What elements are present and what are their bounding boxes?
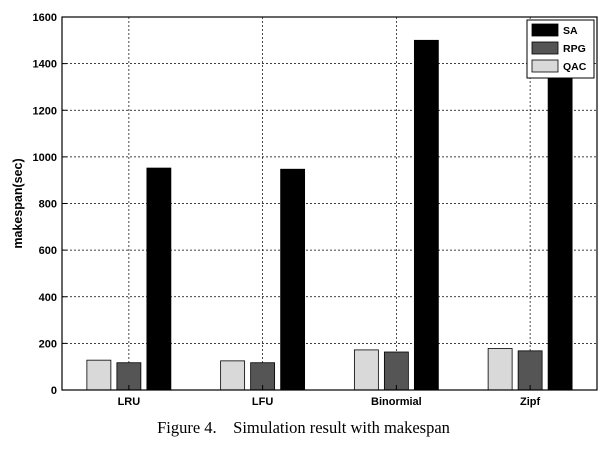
y-tick-label: 1400 bbox=[33, 59, 57, 71]
bar-sa-lru bbox=[146, 167, 172, 391]
x-ticks: LRU LFU Binormial Zipf bbox=[118, 385, 541, 408]
figure-caption: Figure 4. Simulation result with makespa… bbox=[157, 418, 450, 437]
bar-qac-lfu bbox=[220, 360, 246, 391]
legend: SA RPG QAC bbox=[526, 19, 595, 79]
x-tick-label: Binormial bbox=[371, 396, 422, 408]
y-axis-label: makespan(sec) bbox=[11, 158, 25, 248]
legend-label-sa: SA bbox=[563, 25, 578, 37]
bar-qac-lru bbox=[86, 359, 112, 391]
bar-rpg-zipf bbox=[517, 350, 543, 391]
x-tick-label: LFU bbox=[252, 396, 273, 408]
legend-swatch-qac bbox=[531, 59, 559, 73]
bars bbox=[86, 39, 573, 391]
y-tick-label: 1000 bbox=[33, 152, 57, 164]
y-tick-label: 800 bbox=[39, 199, 57, 211]
y-tick-label: 0 bbox=[51, 385, 57, 397]
x-tick-label: LRU bbox=[118, 396, 141, 408]
bar-qac-zipf bbox=[487, 348, 513, 391]
y-tick-label: 1200 bbox=[33, 105, 57, 117]
legend-swatch-sa bbox=[531, 23, 559, 37]
y-tick-label: 400 bbox=[39, 292, 57, 304]
bar-qac-binormial bbox=[353, 349, 379, 391]
bar-chart: 0 200 400 600 800 1000 1200 1400 1600 LRU LFU Bino… bbox=[11, 12, 598, 408]
legend-label-rpg: RPG bbox=[563, 43, 586, 55]
grid-lines bbox=[62, 17, 597, 390]
legend-label-qac: QAC bbox=[563, 61, 587, 73]
bar-sa-binormial bbox=[413, 39, 439, 391]
bar-sa-lfu bbox=[280, 168, 306, 391]
bar-rpg-binormial bbox=[383, 351, 409, 391]
legend-swatch-rpg bbox=[531, 41, 559, 55]
y-tick-label: 600 bbox=[39, 245, 57, 257]
y-ticks: 0 200 400 600 800 1000 1200 1400 1600 bbox=[33, 12, 67, 397]
bar-sa-zipf bbox=[547, 70, 573, 391]
y-tick-label: 1600 bbox=[33, 12, 57, 24]
x-tick-label: Zipf bbox=[520, 396, 540, 408]
y-tick-label: 200 bbox=[39, 338, 57, 350]
